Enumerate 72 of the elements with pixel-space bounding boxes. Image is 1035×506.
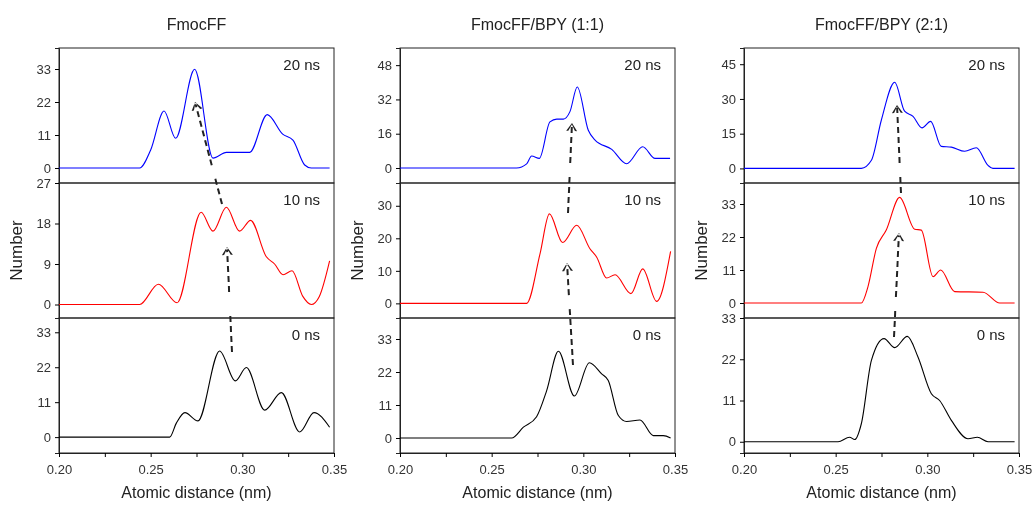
x-axis-title: Atomic distance (nm): [806, 484, 957, 501]
y-tick-label: 11: [37, 127, 51, 143]
chart-title: FmocFF/BPY (1:1): [470, 16, 605, 33]
annotation: 10 ns: [968, 191, 1005, 208]
x-axis-title: Atomic distance (nm): [121, 484, 272, 501]
y-tick-label: 0: [43, 160, 51, 176]
y-tick-label: 32: [377, 92, 392, 108]
x-tick-label: 0.30: [915, 462, 941, 478]
annotation: 0 ns: [976, 326, 1005, 343]
y-tick-label: 22: [721, 351, 736, 367]
y-tick-label: 11: [378, 397, 392, 413]
x-tick-label: 0.20: [731, 462, 758, 478]
y-tick-label: 33: [377, 331, 392, 347]
x-tick-label: 0.25: [138, 462, 164, 478]
y-tick-label: 33: [36, 61, 51, 77]
y-axis-title: Number: [7, 219, 26, 281]
annotation: 10 ns: [624, 191, 661, 208]
x-tick-label: 0.30: [571, 462, 597, 478]
line-series: [744, 196, 1016, 304]
y-tick-label: 9: [43, 256, 51, 272]
y-tick-label: 0: [43, 297, 51, 313]
y-tick-label: 18: [36, 216, 51, 232]
y-tick-label: 0: [43, 429, 51, 445]
y-tick-label: 48: [377, 57, 392, 73]
y-tick-label: 45: [721, 56, 736, 72]
x-tick-label: 0.20: [46, 462, 73, 478]
y-tick-label: 0: [728, 434, 736, 450]
y-tick-label: 11: [722, 393, 736, 409]
y-tick-label: 22: [377, 364, 392, 380]
y-tick-label: 27: [36, 175, 51, 191]
x-tick-label: 0.25: [479, 462, 505, 478]
y-tick-label: 0: [384, 430, 392, 446]
line-series: [59, 68, 331, 169]
x-tick-label: 0.35: [662, 462, 689, 478]
x-axis-title: Atomic distance (nm): [462, 484, 613, 501]
y-tick-label: 33: [36, 324, 51, 340]
line-series: [400, 86, 671, 169]
y-tick-label: 15: [721, 126, 736, 142]
y-tick-label: 10: [377, 263, 392, 279]
y-tick-label: 30: [377, 198, 392, 214]
y-tick-label: 11: [722, 262, 736, 278]
y-tick-label: 0: [384, 160, 392, 176]
y-tick-label: 33: [721, 310, 736, 326]
line-series: [400, 213, 672, 304]
annotation: 0 ns: [291, 326, 320, 343]
x-tick-label: 0.35: [1006, 462, 1033, 478]
annotation: 20 ns: [624, 56, 661, 73]
chart-title: FmocFF/BPY (2:1): [814, 16, 949, 33]
x-tick-label: 0.35: [321, 462, 348, 478]
annotation: 20 ns: [283, 56, 320, 73]
y-tick-label: 33: [721, 196, 736, 212]
y-tick-label: 22: [721, 229, 736, 245]
y-tick-label: 22: [36, 94, 51, 110]
y-tick-label: 0: [728, 161, 736, 177]
y-axis-title: Number: [692, 219, 711, 281]
annotation: 10 ns: [283, 191, 320, 208]
chart-title: FmocFF: [166, 16, 227, 33]
annotation: 20 ns: [968, 56, 1005, 73]
y-tick-label: 22: [36, 359, 51, 375]
y-tick-label: 30: [721, 91, 736, 107]
line-series: [59, 206, 331, 306]
y-tick-label: 11: [37, 394, 51, 410]
x-tick-label: 0.30: [230, 462, 256, 478]
x-tick-label: 0.20: [387, 462, 414, 478]
y-tick-label: 0: [728, 295, 736, 311]
y-axis-title: Number: [348, 219, 367, 281]
annotation: 0 ns: [632, 326, 661, 343]
y-tick-label: 20: [377, 230, 392, 246]
y-tick-label: 16: [377, 126, 392, 142]
y-tick-label: 0: [384, 296, 392, 312]
line-series: [744, 81, 1016, 169]
x-tick-label: 0.25: [823, 462, 849, 478]
